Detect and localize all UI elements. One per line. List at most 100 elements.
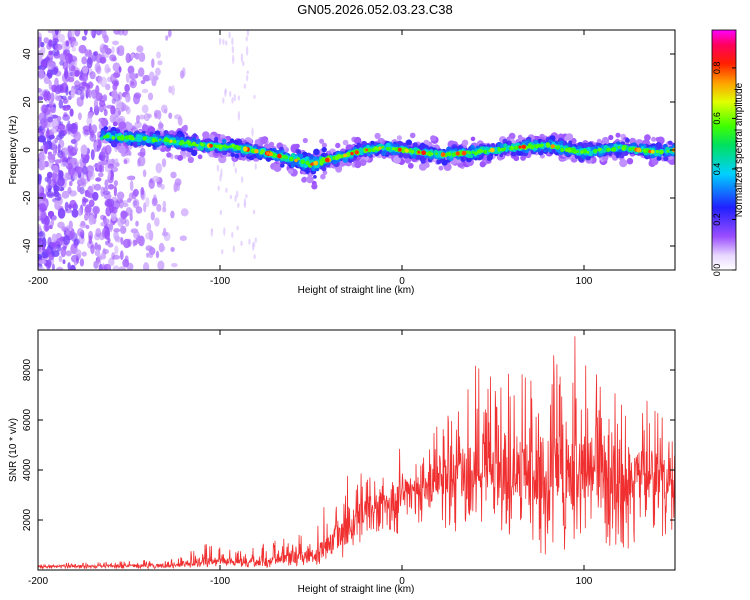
noise-blob bbox=[252, 241, 255, 251]
noise-blob bbox=[73, 238, 80, 246]
ridge-peak bbox=[209, 143, 213, 148]
noise-blob bbox=[157, 60, 163, 66]
noise-blob bbox=[70, 254, 79, 263]
noise-blob bbox=[50, 92, 55, 103]
noise-blob bbox=[223, 227, 226, 236]
noise-blob bbox=[50, 106, 57, 114]
ridge-blob bbox=[510, 151, 515, 156]
ridge-blob bbox=[467, 151, 472, 155]
noise-blob bbox=[120, 225, 127, 234]
noise-blob bbox=[70, 228, 75, 239]
noise-blob bbox=[118, 266, 126, 270]
noise-blob bbox=[48, 50, 53, 56]
noise-blob bbox=[217, 185, 220, 191]
ridge-blob bbox=[147, 126, 156, 135]
ridge-blob bbox=[438, 165, 444, 171]
noise-blob bbox=[53, 65, 59, 74]
noise-blob bbox=[94, 249, 101, 257]
spectrogram-x-label: Height of straight line (km) bbox=[298, 285, 415, 296]
noise-blob bbox=[113, 30, 121, 35]
noise-blob bbox=[125, 53, 130, 64]
ridge-blob bbox=[184, 141, 187, 145]
noise-blob bbox=[38, 173, 43, 182]
noise-blob bbox=[138, 114, 145, 120]
noise-blob bbox=[210, 228, 214, 233]
ridge-blob bbox=[291, 153, 296, 158]
colorbar-tick-label: 0.2 bbox=[712, 213, 722, 226]
ridge-blob bbox=[451, 152, 456, 157]
noise-blob bbox=[245, 45, 249, 56]
snr-series bbox=[38, 336, 675, 570]
noise-blob bbox=[105, 48, 112, 55]
ridge-blob bbox=[186, 152, 192, 158]
y-tick-label: 40 bbox=[22, 48, 33, 60]
ridge-blob bbox=[120, 136, 125, 141]
ridge-blob bbox=[367, 153, 371, 157]
ridge-blob bbox=[669, 149, 673, 154]
noise-blob bbox=[57, 176, 65, 187]
snr-frame bbox=[37, 329, 676, 571]
noise-blob bbox=[107, 168, 111, 180]
noise-blob bbox=[73, 131, 81, 142]
ridge-blob bbox=[611, 147, 617, 152]
ridge-blob bbox=[103, 135, 107, 139]
ridge-blob bbox=[474, 151, 478, 156]
ridge-blob bbox=[381, 150, 387, 156]
noise-blob bbox=[112, 62, 121, 72]
ridge-blob bbox=[158, 138, 162, 141]
noise-blob bbox=[38, 223, 42, 233]
ridge-blob bbox=[548, 149, 552, 153]
ridge-blob bbox=[359, 151, 364, 156]
noise-blob bbox=[122, 202, 129, 208]
noise-blob bbox=[46, 72, 53, 78]
noise-blob bbox=[152, 194, 157, 205]
noise-blob bbox=[93, 141, 98, 153]
noise-blob bbox=[98, 75, 103, 85]
colorbar-gradient bbox=[711, 29, 737, 271]
ridge-blob bbox=[241, 156, 246, 161]
noise-blob bbox=[79, 258, 85, 267]
ridge-blob bbox=[655, 149, 659, 154]
ridge-blob bbox=[101, 119, 109, 127]
ridge-blob bbox=[565, 133, 574, 141]
noise-blob bbox=[161, 104, 168, 114]
spectrogram-y-label: Frequency (Hz) bbox=[8, 116, 19, 185]
ridge-blob bbox=[180, 140, 184, 144]
noise-blob bbox=[122, 104, 129, 111]
ridge-blob bbox=[320, 173, 326, 180]
noise-blob bbox=[81, 165, 88, 175]
noise-blob bbox=[237, 202, 240, 208]
noise-blob bbox=[84, 153, 90, 161]
noise-blob bbox=[148, 71, 155, 81]
noise-blob bbox=[83, 30, 88, 36]
noise-blob bbox=[109, 221, 113, 233]
ridge-blob bbox=[497, 148, 501, 152]
noise-blob bbox=[41, 245, 46, 252]
ridge-blob bbox=[527, 143, 532, 147]
noise-blob bbox=[63, 68, 69, 80]
noise-blob bbox=[124, 84, 130, 93]
noise-blob bbox=[52, 164, 59, 174]
noise-blob bbox=[110, 166, 119, 173]
noise-blob bbox=[179, 235, 187, 241]
ridge-blob bbox=[419, 142, 426, 149]
ridge-blob bbox=[166, 152, 172, 158]
noise-blob bbox=[242, 60, 245, 67]
y-tick-label: 4000 bbox=[22, 458, 33, 481]
ridge-blob bbox=[544, 147, 548, 151]
noise-blob bbox=[46, 174, 52, 185]
noise-blob bbox=[71, 65, 76, 72]
ridge-blob bbox=[586, 151, 590, 154]
ridge-blob bbox=[393, 155, 401, 164]
ridge-blob bbox=[334, 156, 338, 160]
ridge-blob bbox=[508, 147, 512, 150]
ridge-blob bbox=[187, 156, 194, 163]
ridge-blob bbox=[613, 143, 618, 148]
noise-blob bbox=[102, 248, 109, 255]
noise-blob bbox=[91, 183, 96, 191]
noise-blob bbox=[51, 250, 60, 257]
ridge-blob bbox=[503, 143, 508, 148]
